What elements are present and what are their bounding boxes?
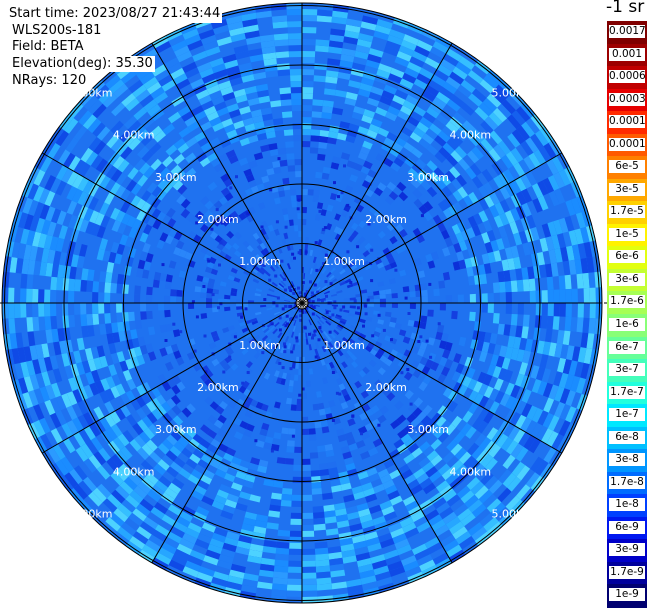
colorbar-tick-label: 6e-9: [609, 520, 645, 534]
range-ring-label: 3.00km: [407, 171, 449, 184]
range-ring-label: 2.00km: [197, 381, 239, 394]
range-ring-label: 4.00km: [450, 465, 492, 478]
colorbar-tick-label: 1e-5: [609, 227, 645, 241]
range-ring-label: 4.00km: [450, 129, 492, 142]
colorbar-tick-label: 0.0006: [609, 70, 645, 84]
colorbar-tick-label: 6e-7: [609, 340, 645, 354]
range-ring-label: 5.00km: [71, 507, 113, 520]
colorbar-tick-label: 1.7e-7: [609, 385, 645, 399]
colorbar: 0.0017 0.001 0.0006 0.0003 0.00017 0.0001 6e-5…: [607, 21, 647, 608]
range-ring-label: 3.00km: [155, 423, 197, 436]
range-ring-label: 1.00km: [323, 339, 365, 352]
colorbar-tick-label: 0.00017: [609, 115, 645, 129]
colorbar-tick-label: 3e-8: [609, 453, 645, 467]
radar-origin-marker: [295, 296, 309, 310]
colorbar-tick-label: 6e-5: [609, 160, 645, 174]
scan-info-panel: Start time: 2023/08/27 21:43:44 WLS200s-…: [0, 6, 223, 90]
colorbar-tick-label: 1.7e-8: [609, 475, 645, 489]
range-ring-label: 5.00km: [492, 87, 534, 100]
colorbar-tick-label: 1e-6: [609, 318, 645, 331]
range-ring-label: 3.00km: [407, 423, 449, 436]
elevation-label: Elevation(deg): 35.30: [0, 55, 155, 73]
range-ring-label: 1.00km: [323, 255, 365, 268]
colorbar-tick-label: 1e-9: [609, 588, 645, 602]
colorbar-tick-label: 6e-6: [609, 250, 645, 264]
colorbar-tick-label: 1.7e-9: [609, 565, 645, 579]
colorbar-units-label: -1 sr: [606, 0, 645, 17]
range-ring-label: 5.00km: [492, 507, 534, 520]
range-ring-label: 3.00km: [155, 171, 197, 184]
colorbar-tick-label: 3e-5: [609, 182, 645, 196]
range-ring-label: 4.00km: [113, 465, 155, 478]
range-ring-label: 1.00km: [239, 255, 281, 268]
range-ring-label: 2.00km: [365, 381, 407, 394]
colorbar-tick-label: 0.001: [609, 47, 645, 61]
colorbar-tick-label: 3e-6: [609, 272, 645, 286]
azimuth-spokes: [0, 3, 607, 603]
colorbar-tick-label: 3e-7: [609, 363, 645, 377]
colorbar-tick-label: 0.0017: [609, 25, 645, 38]
range-ring-label: 1.00km: [239, 339, 281, 352]
colorbar-tick-label: 1.7e-5: [609, 205, 645, 219]
colorbar-tick-label: 0.0003: [609, 92, 645, 106]
field-label: Field: BETA: [0, 39, 86, 56]
nrays-label: NRays: 120: [0, 73, 89, 90]
colorbar-tick-label: 1e-8: [609, 498, 645, 512]
range-ring-label: 2.00km: [365, 213, 407, 226]
instrument-label: WLS200s-181: [0, 22, 104, 40]
range-ring-label: 2.00km: [197, 213, 239, 226]
colorbar-tick-label: 1e-7: [609, 408, 645, 422]
colorbar-tick-label: 3e-9: [609, 543, 645, 557]
colorbar-tick-label: 0.0001: [609, 137, 645, 151]
start-time-label: Start time: 2023/08/27 21:43:44: [0, 6, 223, 23]
range-ring-label: 4.00km: [113, 129, 155, 142]
colorbar-tick-label: 6e-8: [609, 430, 645, 444]
colorbar-tick-label: 1.7e-6: [609, 295, 645, 309]
